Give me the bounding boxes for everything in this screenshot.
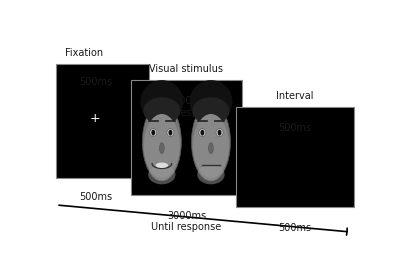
Bar [56,63,149,178]
Ellipse shape [151,130,155,136]
Ellipse shape [193,114,229,178]
Bar [131,80,242,195]
Text: Fixation: Fixation [65,48,103,58]
Ellipse shape [148,165,176,184]
Ellipse shape [190,80,232,123]
Text: Visual stimulus: Visual stimulus [150,65,223,75]
Text: 500ms: 500ms [79,192,112,202]
Ellipse shape [200,130,204,136]
Ellipse shape [209,143,213,154]
Ellipse shape [160,143,164,154]
Ellipse shape [199,129,206,137]
Text: 500ms: 500ms [79,77,112,87]
Text: 3000ms
Until response: 3000ms Until response [151,96,222,118]
Ellipse shape [156,163,168,168]
Text: 3000ms
Until response: 3000ms Until response [151,211,222,232]
Ellipse shape [216,129,223,137]
Text: 500ms: 500ms [278,223,312,233]
Text: 500ms: 500ms [278,123,312,133]
Ellipse shape [192,103,230,181]
Ellipse shape [144,114,180,178]
Ellipse shape [218,130,222,136]
Ellipse shape [192,97,230,124]
Ellipse shape [150,129,157,137]
Ellipse shape [168,130,172,136]
Ellipse shape [142,103,181,181]
Bar [236,107,354,207]
Ellipse shape [197,165,225,184]
Ellipse shape [143,97,180,124]
Text: Interval: Interval [276,91,314,101]
Ellipse shape [167,129,174,137]
Ellipse shape [140,80,183,123]
Text: +: + [90,112,100,125]
